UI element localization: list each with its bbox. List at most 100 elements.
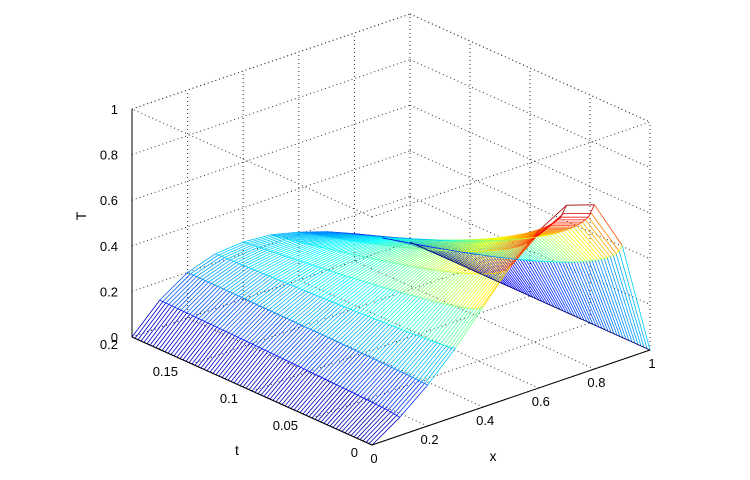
surface-mesh-line — [174, 279, 203, 308]
surface-mesh-line — [359, 261, 389, 281]
surface-mesh-line — [418, 345, 447, 381]
surface-mesh-line — [330, 249, 338, 252]
z-tick-label: 0.6 — [100, 193, 118, 208]
surface-mesh-line — [370, 243, 377, 245]
surface-mesh-line — [237, 308, 266, 338]
surface-mesh-line — [546, 261, 576, 317]
surface-mesh-line — [373, 329, 402, 360]
surface-mesh-line — [394, 337, 423, 369]
surface-mesh-line — [358, 241, 365, 243]
surface-mesh-line — [208, 262, 237, 283]
surface-mesh-line — [248, 252, 277, 268]
surface-mesh-line — [357, 245, 386, 256]
surface-mesh-line — [195, 288, 224, 318]
surface-mesh-line — [437, 273, 467, 303]
surface-mesh-line — [319, 333, 326, 337]
surface-mesh-line — [360, 245, 389, 257]
surface-mesh-line — [379, 361, 386, 365]
surface-mesh-line — [478, 236, 507, 252]
surface-mesh-line — [413, 333, 420, 337]
surface-mesh-line — [305, 383, 335, 416]
surface-mesh-line — [457, 263, 465, 267]
surface-mesh-line — [149, 308, 179, 346]
surface-mesh-line — [255, 316, 284, 346]
surface-mesh-line — [382, 244, 389, 247]
surface-mesh-line — [440, 273, 470, 304]
surface-mesh-line — [494, 237, 501, 239]
surface-mesh-line — [262, 284, 291, 308]
surface-mesh-line — [444, 251, 474, 272]
surface-mesh-line — [378, 374, 407, 406]
x-axis-line — [371, 349, 651, 446]
surface-mesh-line — [397, 369, 404, 374]
surface-mesh-line — [576, 225, 605, 259]
surface-mesh-line — [285, 330, 314, 361]
surface-mesh-line — [395, 298, 424, 328]
surface-mesh-line — [434, 272, 464, 302]
surface-mesh-line — [324, 247, 332, 250]
surface-mesh-line — [469, 237, 498, 252]
surface-mesh-line — [304, 232, 333, 234]
surface-mesh-line — [445, 257, 453, 262]
surface-mesh-line — [339, 355, 368, 387]
surface-mesh-line — [424, 245, 431, 248]
surface-mesh-line — [549, 261, 579, 318]
surface-mesh-line — [357, 394, 364, 399]
surface-mesh-line — [380, 265, 410, 288]
surface-mesh-line — [416, 303, 445, 336]
surface-mesh-line — [340, 316, 369, 344]
surface-mesh-line — [359, 312, 366, 316]
surface-mesh-line — [412, 247, 419, 250]
surface-mesh-line — [428, 272, 458, 301]
surface-mesh-line — [333, 383, 340, 387]
surface-mesh-line — [456, 272, 464, 274]
surface-mesh-line — [637, 344, 645, 348]
surface-mesh-line — [394, 246, 401, 248]
surface-mesh-line — [351, 361, 380, 393]
surface-mesh-line — [268, 286, 297, 311]
surface-mesh-line — [251, 253, 280, 270]
surface-mesh-line — [344, 258, 374, 277]
surface-mesh-line — [365, 262, 395, 283]
surface-mesh-line — [466, 252, 473, 255]
surface-mesh-line — [406, 242, 413, 244]
surface-mesh-line — [356, 287, 385, 312]
surface-mesh-line — [165, 302, 172, 307]
surface-mesh-line — [512, 234, 519, 237]
surface-mesh-line — [404, 269, 434, 295]
surface-mesh-line — [396, 383, 425, 416]
surface-mesh-line — [483, 247, 513, 275]
surface-mesh-line — [403, 239, 432, 248]
surface-mesh-line — [340, 238, 347, 241]
surface-mesh-line — [300, 241, 308, 245]
surface-mesh-line — [295, 322, 302, 326]
surface-mesh-line — [464, 273, 494, 308]
surface-mesh-line — [267, 351, 274, 355]
surface-mesh-line — [222, 301, 251, 331]
surface-mesh-line — [239, 249, 268, 265]
surface-mesh-line — [517, 290, 525, 294]
surface-mesh-line — [401, 268, 431, 294]
surface-mesh-line — [370, 327, 399, 358]
surface-mesh-line — [357, 364, 386, 396]
surface-mesh-line — [368, 290, 397, 317]
surface-mesh-line — [592, 259, 599, 262]
surface-mesh-line — [463, 265, 471, 270]
surface-mesh-line — [526, 259, 533, 262]
surface-mesh-line — [190, 254, 219, 275]
surface-mesh-line — [291, 362, 298, 367]
surface-mesh-line — [231, 305, 260, 335]
surface-mesh-line — [220, 267, 249, 288]
surface-mesh-line — [389, 266, 419, 290]
surface-mesh-line — [507, 258, 537, 299]
surface-mesh-line — [325, 310, 354, 337]
surface-mesh-line — [500, 236, 507, 238]
surface-mesh-line — [228, 304, 257, 334]
surface-mesh-line — [537, 236, 566, 263]
surface-mesh-line — [282, 233, 311, 239]
surface-mesh-line — [621, 245, 651, 351]
surface-mesh-line — [239, 263, 246, 267]
surface-mesh-line — [443, 308, 472, 346]
surface-mesh-line — [582, 221, 611, 257]
surface-mesh-line — [540, 234, 547, 237]
